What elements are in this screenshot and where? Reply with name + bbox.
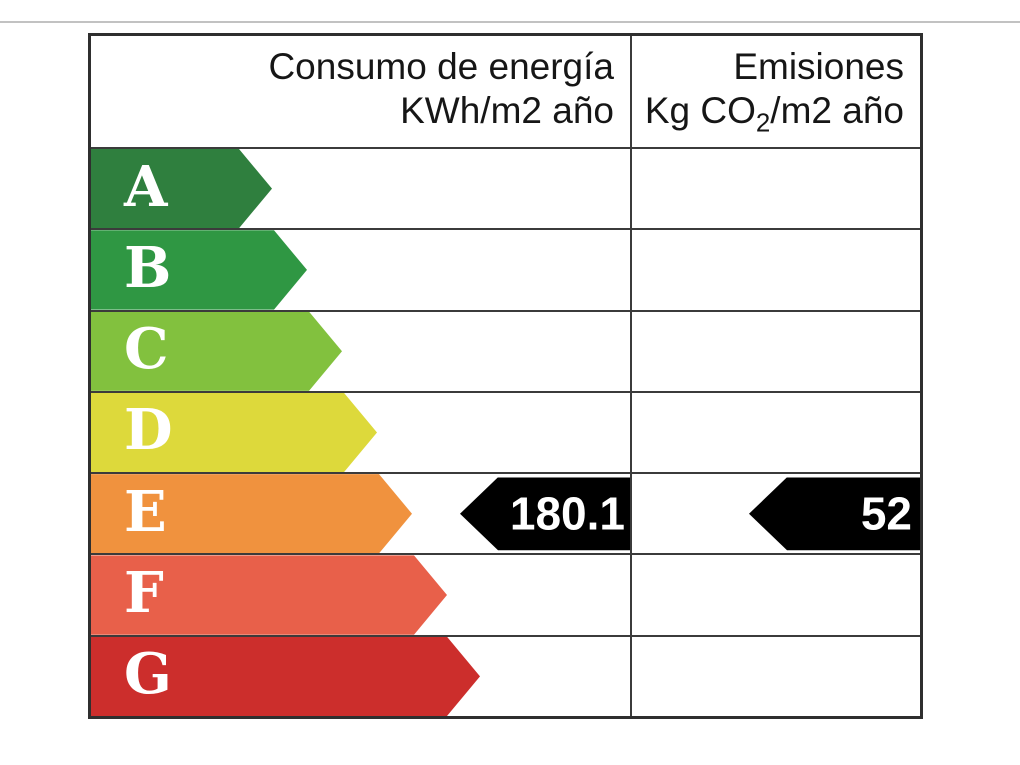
rating-row-g: G [91,634,920,716]
rating-row-d-emissions-cell [632,393,920,472]
rating-row-c-emissions-cell [632,312,920,391]
emissions-header-cell: Emisiones Kg CO2/m2 año [632,36,920,147]
rating-letter-f: F [124,560,164,627]
consumption-value-arrow: 180.1 [460,477,630,551]
rating-row-c: C [91,309,920,391]
emissions-header: Emisiones Kg CO2/m2 año [644,45,904,138]
rating-row-b-emissions-cell [632,230,920,309]
rating-row-e-emissions-cell: 52 [632,474,920,553]
consumption-header-line2: KWh/m2 año [400,90,614,131]
rating-row-c-consumption-cell: C [91,311,632,391]
rating-row-d: D [91,390,920,473]
co2-subscript: 2 [755,109,771,138]
rating-band-f: F [91,555,447,634]
rating-row-g-emissions-cell [632,637,920,716]
rating-row-f-emissions-cell [632,555,920,634]
rating-letter-a: A [124,153,168,220]
rating-row-a-consumption-cell: A [91,149,632,229]
emissions-value: 52 [860,487,912,540]
consumption-header-line1: Consumo de energía [268,46,614,87]
rating-row-b: B [91,228,920,310]
rating-row-e-consumption-cell: E 180.1 [91,474,632,554]
rating-letter-e: E [124,478,167,545]
rating-letter-c: C [124,316,169,383]
rating-band-d: D [91,393,377,472]
rating-row-f-consumption-cell: F [91,555,632,635]
rating-letter-d: D [124,397,173,464]
rating-band-a: A [91,149,272,228]
rating-row-d-consumption-cell: D [91,392,632,473]
rating-letter-b: B [124,234,172,301]
consumption-header-cell: Consumo de energía KWh/m2 año [91,36,632,147]
header-row: Consumo de energía KWh/m2 año Emisiones … [91,36,920,147]
rating-table: Consumo de energía KWh/m2 año Emisiones … [88,33,923,719]
rating-row-f: F [91,553,920,635]
rating-band-e: E [91,474,412,553]
top-edge-line [0,21,1020,23]
emissions-header-line1: Emisiones [733,46,904,87]
rating-row-g-consumption-cell: G [91,636,632,716]
rating-letter-g: G [124,641,172,708]
rating-band-g: G [91,637,480,716]
emissions-header-line2: Kg CO2/m2 año [644,90,904,138]
consumption-value: 180.1 [509,487,625,540]
emissions-value-arrow: 52 [749,477,920,551]
rating-band-c: C [91,312,342,391]
rating-row-a: A [91,147,920,229]
rating-row-e: E 180.1 52 [91,472,920,554]
consumption-header: Consumo de energía KWh/m2 año [268,45,614,133]
rating-row-b-consumption-cell: B [91,230,632,310]
rating-row-a-emissions-cell [632,149,920,228]
rating-band-b: B [91,230,307,309]
